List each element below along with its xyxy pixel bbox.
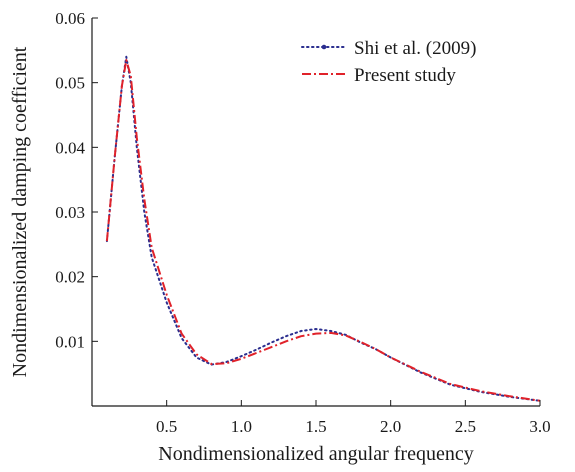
x-tick-label: 1.5 bbox=[305, 417, 326, 436]
y-tick-label: 0.03 bbox=[55, 203, 85, 222]
legend: Shi et al. (2009) Present study bbox=[301, 38, 476, 86]
legend-label-present-study: Present study bbox=[354, 65, 456, 86]
legend-label-shi-et-al: Shi et al. (2009) bbox=[354, 38, 476, 59]
series-line-shi-et-al bbox=[105, 55, 541, 402]
y-axis-label: Nondimensionalized damping coefficient bbox=[9, 46, 31, 377]
x-tick-label: 3.0 bbox=[529, 417, 550, 436]
x-tick-label: 2.0 bbox=[380, 417, 401, 436]
x-tick-label: 2.5 bbox=[455, 417, 476, 436]
plot-area bbox=[105, 55, 541, 402]
x-tick-label: 1.0 bbox=[231, 417, 252, 436]
x-axis-label: Nondimensionalized angular frequency bbox=[158, 443, 473, 465]
y-tick-label: 0.06 bbox=[55, 9, 85, 28]
y-tick-label: 0.01 bbox=[55, 332, 85, 351]
x-axis-ticks: 0.5 1.0 1.5 2.0 2.5 3.0 bbox=[156, 400, 551, 436]
y-axis-ticks: 0.01 0.02 0.03 0.04 0.05 0.06 bbox=[55, 9, 98, 351]
y-tick-label: 0.05 bbox=[55, 74, 85, 93]
y-tick-label: 0.02 bbox=[55, 268, 85, 287]
y-tick-label: 0.04 bbox=[55, 138, 85, 157]
legend-marker-shi-et-al bbox=[321, 44, 327, 50]
series-line-present-study bbox=[105, 59, 541, 402]
x-tick-label: 0.5 bbox=[156, 417, 177, 436]
